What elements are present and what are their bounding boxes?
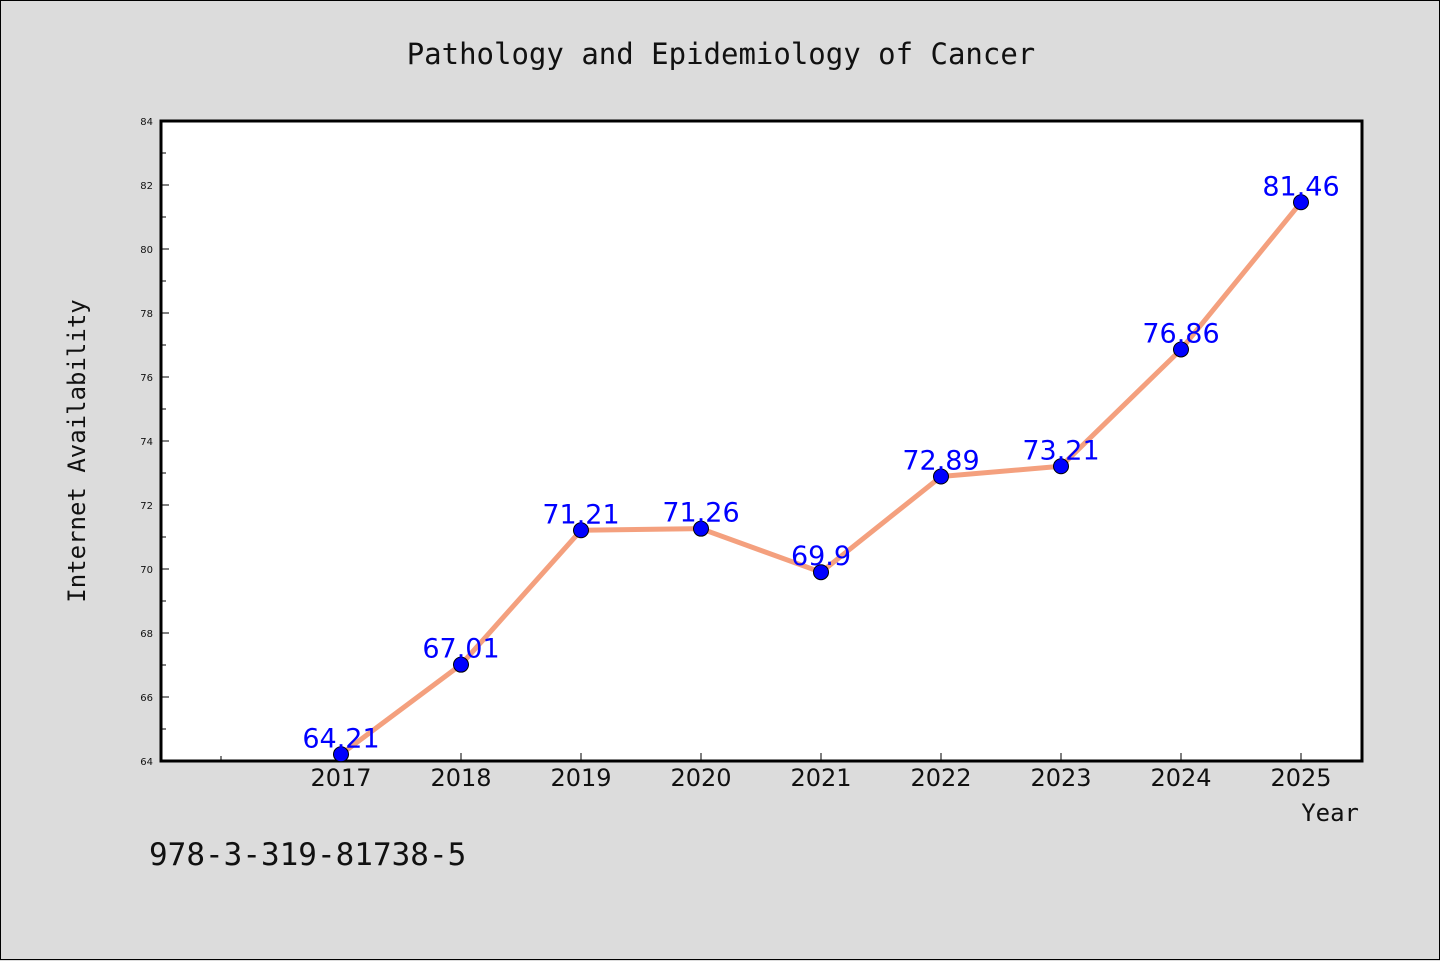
x-tick-label: 2019 (550, 764, 611, 792)
y-tick-label: 66 (140, 693, 153, 704)
data-point-marker (1293, 194, 1309, 211)
chart-title: Pathology and Epidemiology of Cancer (407, 37, 1036, 71)
y-tick-label: 84 (140, 117, 153, 128)
data-label: 81.46 (1262, 171, 1339, 202)
data-label: 71.26 (662, 498, 739, 529)
data-label: 67.01 (422, 634, 499, 665)
y-tick-label: 74 (140, 437, 153, 448)
x-tick-label: 2022 (910, 764, 971, 792)
x-tick-label: 2017 (310, 764, 371, 792)
y-tick-label: 72 (140, 501, 153, 512)
y-tick-label: 78 (140, 309, 153, 320)
data-point-marker (933, 468, 949, 485)
x-tick-label: 2020 (670, 764, 731, 792)
x-tick-label: 2025 (1270, 764, 1331, 792)
x-tick-label: 2021 (790, 764, 851, 792)
data-point-marker (1053, 458, 1069, 475)
data-label: 71.21 (542, 499, 619, 530)
data-label: 73.21 (1022, 435, 1099, 466)
y-tick-label: 76 (140, 373, 153, 384)
data-label: 72.89 (902, 446, 979, 477)
data-point-marker (1173, 341, 1189, 358)
y-tick-label: 64 (140, 757, 153, 768)
plot-area (159, 119, 1364, 763)
data-point-marker (693, 520, 709, 537)
x-tick-label: 2024 (1150, 764, 1211, 792)
y-tick-label: 80 (140, 245, 153, 256)
x-tick-label: 2018 (430, 764, 491, 792)
data-point-marker (813, 564, 829, 581)
series-line-group: 64.21 67.01 71.21 71.26 69.9 72.89 73.21 76.86 8… (302, 171, 1340, 763)
x-tick-label: 2023 (1030, 764, 1091, 792)
x-axis-label: Year (1301, 799, 1359, 827)
data-label: 76.86 (1142, 318, 1219, 349)
data-label: 69.9 (791, 541, 851, 572)
data-point-marker (453, 656, 469, 673)
data-label: 64.21 (302, 723, 379, 754)
data-point-marker (333, 746, 349, 763)
x-axis: 2017 2018 2019 2020 2021 2022 2023 2024 2025 (220, 753, 1332, 792)
y-tick-label: 68 (140, 629, 153, 640)
y-axis-label: Internet Availability (63, 299, 91, 602)
y-tick-label: 70 (140, 565, 153, 576)
isbn-text: 978-3-319-81738-5 (149, 837, 466, 873)
data-point-marker (573, 522, 589, 539)
y-axis: 64 66 68 70 72 74 76 78 80 82 84 (140, 117, 169, 768)
y-tick-label: 82 (140, 181, 153, 192)
